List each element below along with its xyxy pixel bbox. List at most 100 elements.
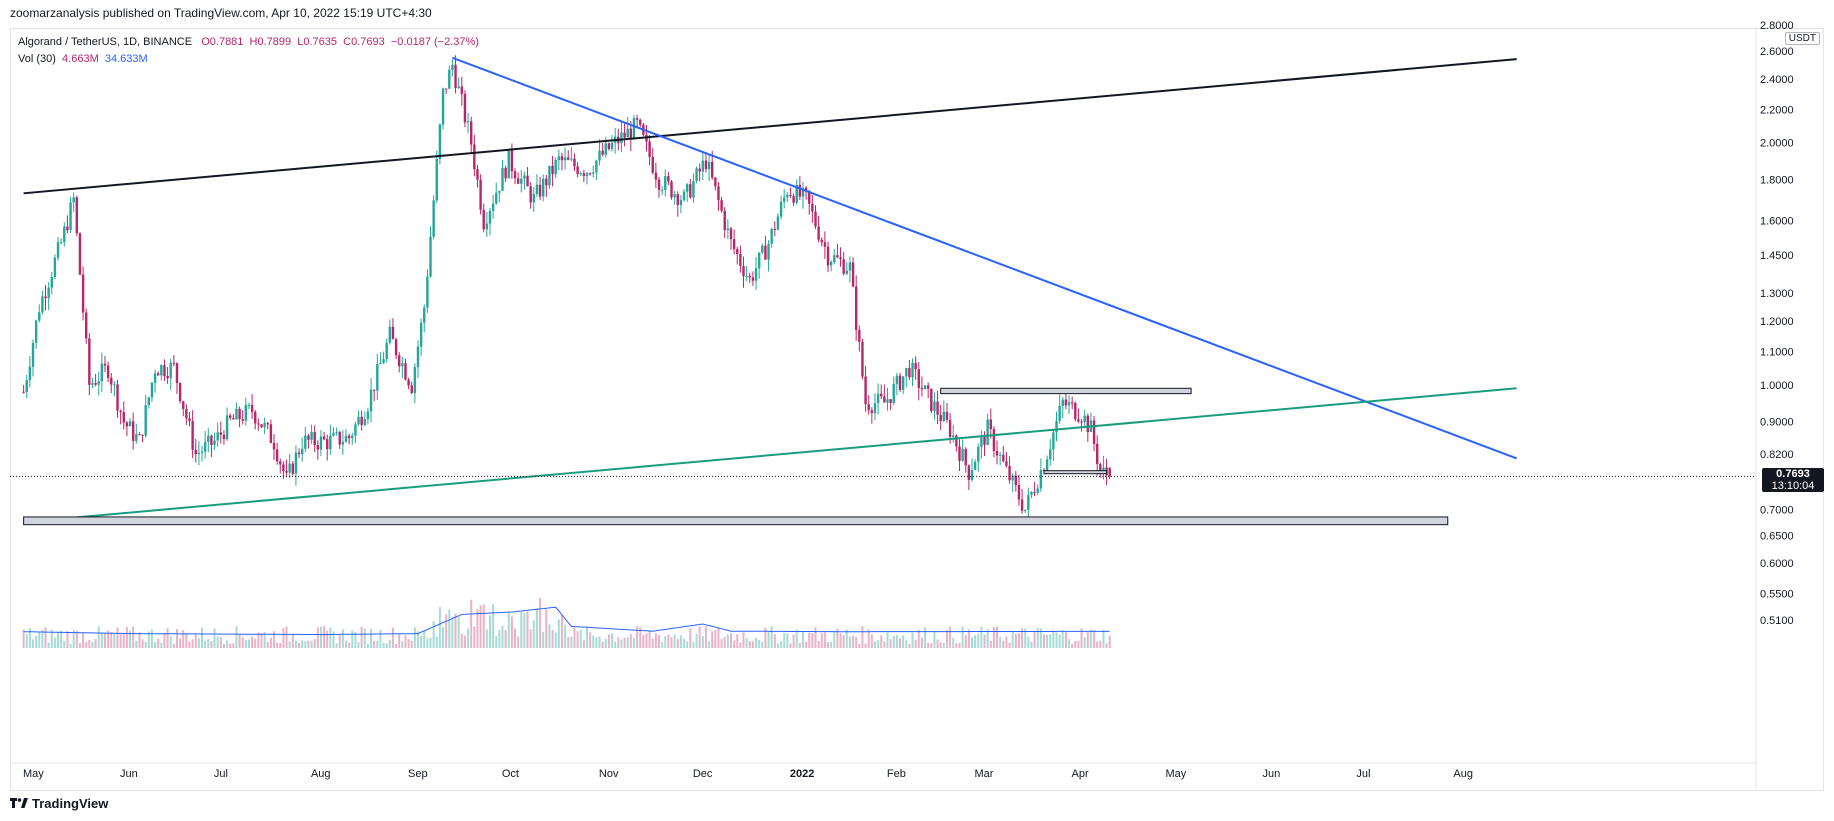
volume-bar xyxy=(279,642,282,648)
candle-body xyxy=(219,432,222,435)
currency-label[interactable]: USDT xyxy=(1784,32,1820,45)
candle-body xyxy=(25,380,28,393)
volume-bar xyxy=(238,634,241,648)
candle-body xyxy=(739,254,742,266)
candle-body xyxy=(729,228,733,240)
candle-body xyxy=(423,307,426,323)
candle-body xyxy=(1024,509,1027,511)
candle-body xyxy=(513,171,517,179)
chart-frame[interactable] xyxy=(10,28,1824,791)
volume-bar xyxy=(1108,635,1111,648)
candle-body xyxy=(892,383,895,403)
price-tick-label: 0.6500 xyxy=(1760,530,1794,542)
candle-body xyxy=(444,88,448,90)
volume-bar xyxy=(25,634,28,648)
volume-bar xyxy=(886,632,889,648)
volume-bar xyxy=(845,629,848,648)
candle-body xyxy=(908,368,911,378)
volume-bar xyxy=(147,631,150,648)
symbol-name[interactable]: Algorand / TetherUS, 1D, BINANCE xyxy=(18,36,193,48)
volume-bar xyxy=(91,641,94,648)
candle-body xyxy=(1086,415,1090,433)
candle-body xyxy=(38,312,41,321)
volume-bar xyxy=(226,640,229,648)
candle-body xyxy=(948,419,952,437)
candle-body xyxy=(679,199,683,205)
candle-body xyxy=(767,243,770,260)
volume-bar xyxy=(823,632,826,648)
volume-bar xyxy=(801,630,804,648)
volume-bar xyxy=(917,629,920,648)
tradingview-logo[interactable]: TradingView xyxy=(10,796,108,811)
candle-body xyxy=(300,448,304,455)
candle-body xyxy=(1049,449,1052,460)
candle-body xyxy=(789,194,792,197)
candle-body xyxy=(673,194,676,198)
trendline-blue xyxy=(452,56,1517,460)
volume-bar xyxy=(488,615,491,648)
volume-bar xyxy=(247,639,250,648)
volume-bar xyxy=(69,643,72,648)
volume-bar xyxy=(504,630,507,648)
candle-body xyxy=(554,160,557,175)
candles-layer xyxy=(22,55,1111,519)
volume-bar xyxy=(329,627,332,648)
volume-bar xyxy=(877,640,880,648)
volume-bar xyxy=(670,637,673,648)
candle-body xyxy=(567,157,570,160)
candle-body xyxy=(582,173,586,176)
volume-bar xyxy=(232,643,235,648)
volume-bar xyxy=(78,643,81,648)
candle-body xyxy=(363,419,366,425)
volume-bar xyxy=(323,626,326,648)
candle-body xyxy=(989,419,992,430)
change-value: −0.0187 (−2.37%) xyxy=(390,36,479,48)
candle-body xyxy=(864,376,867,405)
volume-bar xyxy=(398,633,401,648)
candle-body xyxy=(961,449,964,461)
volume-bar xyxy=(326,630,329,648)
volume-label[interactable]: Vol (30) xyxy=(18,53,56,65)
candle-body xyxy=(717,186,720,201)
volume-bar xyxy=(479,605,482,648)
candle-body xyxy=(983,437,986,445)
volume-bar xyxy=(708,641,711,648)
volume-bar xyxy=(360,626,363,648)
candle-body xyxy=(770,228,773,244)
candle-body xyxy=(867,404,870,411)
support-zone-0 xyxy=(23,516,1449,526)
candle-body xyxy=(222,434,226,440)
volume-bar xyxy=(924,627,927,648)
volume-bar xyxy=(755,638,758,648)
candle-body xyxy=(980,437,983,447)
volume-bar xyxy=(135,640,138,648)
volume-bar xyxy=(442,626,445,648)
volume-bar xyxy=(764,627,767,648)
candle-body xyxy=(257,423,260,425)
candle-body xyxy=(811,203,814,212)
volume-bar xyxy=(579,629,582,648)
volume-bar xyxy=(53,637,56,648)
candle-body xyxy=(463,94,467,123)
volume-ma-value: 34.633M xyxy=(104,53,148,65)
volume-bar xyxy=(914,639,917,648)
volume-bar xyxy=(210,641,213,648)
volume-bar xyxy=(35,635,38,648)
time-tick-label: Mar xyxy=(975,768,994,780)
volume-bar xyxy=(817,640,820,648)
volume-bar xyxy=(964,635,967,648)
candle-body xyxy=(354,424,357,436)
trendlines-layer xyxy=(10,56,1754,524)
candle-body xyxy=(78,233,82,275)
time-tick-label: Oct xyxy=(502,768,519,780)
volume-bar xyxy=(783,633,786,648)
candle-body xyxy=(266,423,269,425)
volume-bar xyxy=(711,631,714,648)
candle-body xyxy=(792,196,795,203)
candle-body xyxy=(235,408,238,420)
volume-bar xyxy=(467,628,470,648)
volume-bar xyxy=(836,628,839,648)
price-tick-label: 0.6000 xyxy=(1760,558,1794,570)
volume-bar xyxy=(413,627,416,648)
